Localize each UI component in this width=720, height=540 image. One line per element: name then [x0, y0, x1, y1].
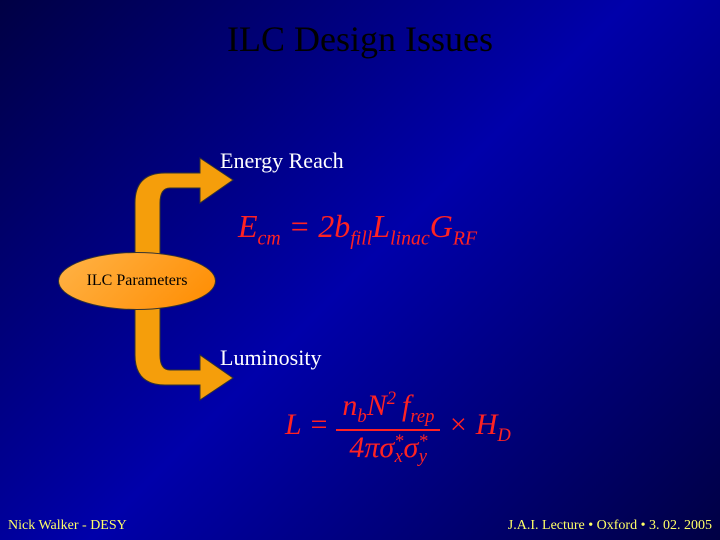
energy-equation: Ecm = 2bfillLlinacGRF — [238, 208, 477, 250]
footer-venue: J.A.I. Lecture • Oxford • 3. 02. 2005 — [508, 518, 712, 534]
footer-author: Nick Walker - DESY — [8, 518, 127, 534]
arrow-up-icon — [105, 148, 235, 268]
parameters-label: ILC Parameters — [87, 272, 188, 290]
page-title: ILC Design Issues — [0, 0, 720, 60]
luminosity-label: Luminosity — [220, 345, 321, 371]
parameters-node: ILC Parameters — [58, 252, 216, 310]
luminosity-equation: L = nbN2 frep 4πσ*xσ*y × HD — [285, 390, 511, 465]
energy-reach-label: Energy Reach — [220, 148, 344, 174]
